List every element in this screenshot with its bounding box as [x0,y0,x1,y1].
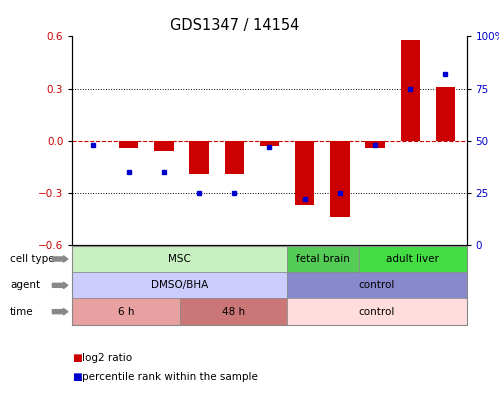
Bar [154,141,174,151]
Text: DMSO/BHA: DMSO/BHA [151,280,209,290]
Text: percentile rank within the sample: percentile rank within the sample [82,372,258,382]
Bar [365,141,385,148]
Text: agent: agent [10,280,40,290]
Text: GDS1347 / 14154: GDS1347 / 14154 [170,18,299,33]
Bar [436,87,455,141]
Text: control: control [359,280,395,290]
Text: log2 ratio: log2 ratio [82,354,132,363]
Text: adult liver: adult liver [386,254,439,264]
Bar [260,141,279,146]
Bar [190,141,209,174]
Bar [225,141,244,174]
Text: cell type: cell type [10,254,54,264]
Text: 6 h: 6 h [118,307,134,317]
Text: MSC: MSC [169,254,191,264]
Text: fetal brain: fetal brain [296,254,350,264]
Text: control: control [359,307,395,317]
Text: ■: ■ [72,354,82,363]
Bar [401,40,420,141]
Bar [295,141,314,205]
Text: time: time [10,307,33,317]
Text: 48 h: 48 h [222,307,245,317]
Bar [330,141,349,217]
Bar [119,141,138,148]
Text: ■: ■ [72,372,82,382]
